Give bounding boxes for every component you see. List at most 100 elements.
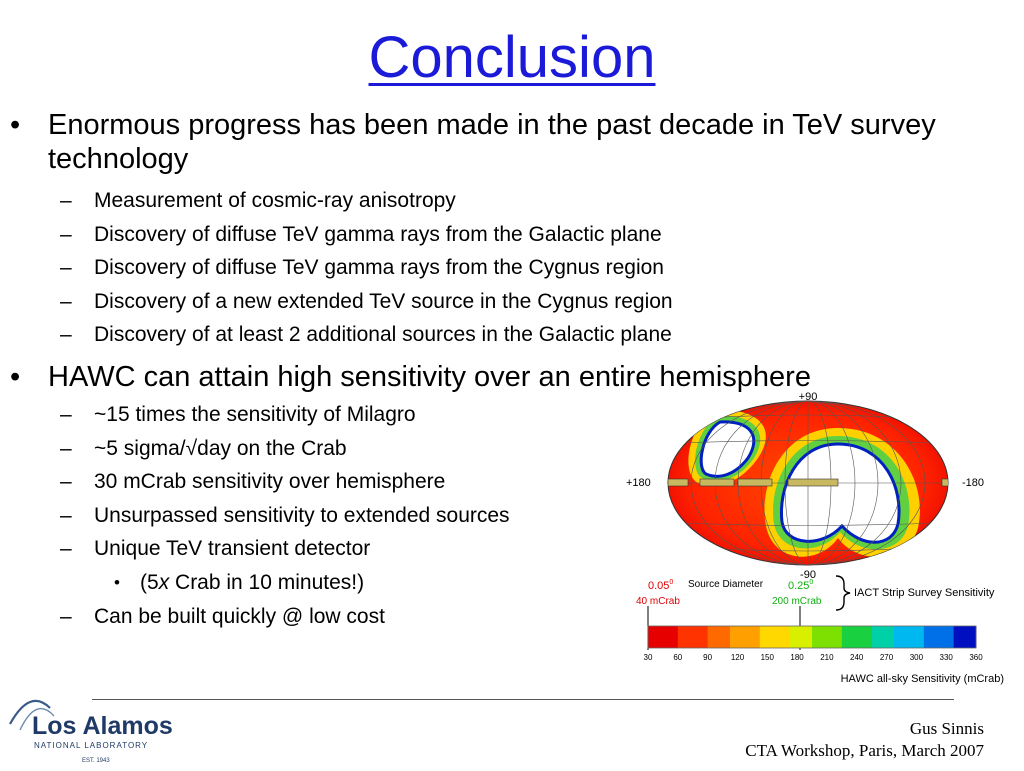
colorbar-segment	[797, 626, 806, 648]
hawc-region	[779, 442, 901, 544]
colorbar-tick-label: 180	[790, 653, 804, 662]
colorbar-segment	[916, 626, 925, 648]
colorbar-segment	[931, 626, 940, 648]
dash-glyph: –	[60, 290, 72, 313]
colorbar-tick-label: 120	[731, 653, 745, 662]
colorbar-segment	[968, 626, 977, 648]
colorbar-tick-label: 30	[644, 653, 653, 662]
sub-bullet: – Measurement of cosmic-ray anisotropy	[60, 188, 456, 214]
legend-right-flux: 200 mCrab	[772, 596, 822, 607]
colorbar-segment	[826, 626, 835, 648]
legend-brace	[835, 575, 851, 611]
hawc-region-2	[699, 420, 756, 478]
colorbar-tick-label: 330	[940, 653, 954, 662]
colorbar-segment	[648, 626, 656, 648]
sensitivity-figure-svg: +90 -90 +180 -180 0.050 40 mCrab Source …	[626, 391, 1004, 685]
colorbar-segment	[938, 626, 947, 648]
footer-credit: Gus Sinnis CTA Workshop, Paris, March 20…	[745, 718, 984, 762]
colorbar-segment	[737, 626, 746, 648]
colorbar-segment	[961, 626, 970, 648]
dash-glyph: –	[60, 470, 72, 493]
colorbar-tick-label: 210	[820, 653, 834, 662]
slide-title: Conclusion	[368, 25, 656, 90]
map-label-bottom: -90	[800, 569, 816, 581]
sub-sub-suffix: Crab in 10 minutes!)	[169, 571, 365, 594]
footer-divider	[92, 699, 954, 700]
dash-glyph: –	[60, 437, 72, 460]
sub-bullet: – Discovery of diffuse TeV gamma rays fro…	[60, 255, 664, 281]
colorbar-segment	[692, 626, 701, 648]
colorbar-segment	[879, 626, 888, 648]
sub-bullet: – Can be built quickly @ low cost	[60, 604, 385, 630]
colorbar-tick-label: 240	[850, 653, 864, 662]
colorbar-segment	[655, 626, 664, 648]
sub-bullet-text: Measurement of cosmic-ray anisotropy	[94, 189, 456, 212]
credit-event: CTA Workshop, Paris, March 2007	[745, 741, 984, 760]
colorbar-segment	[670, 626, 679, 648]
sensitivity-figure: +90 -90 +180 -180 0.050 40 mCrab Source …	[608, 388, 1020, 688]
sub-bullet: – ~15 times the sensitivity of Milagro	[60, 402, 416, 428]
colorbar-segment	[908, 626, 917, 648]
legend-left-value: 0.050	[648, 579, 673, 592]
sub-bullet-text: ~15 times the sensitivity of Milagro	[94, 403, 416, 426]
sub-bullet: – Discovery of at least 2 additional sour…	[60, 322, 672, 348]
map-label-top: +90	[799, 391, 818, 403]
sub-sub-italic: x	[158, 571, 170, 594]
colorbar-segment	[841, 626, 850, 648]
sub-bullet-text: Discovery of a new extended TeV source i…	[94, 290, 673, 313]
credit-name: Gus Sinnis	[909, 719, 984, 738]
colorbar-segment	[923, 626, 932, 648]
sub-bullet-text: Unsurpassed sensitivity to extended sour…	[94, 504, 510, 527]
bullet-2: • HAWC can attain high sensitivity over …	[10, 360, 948, 394]
logo-sub-text: NATIONAL LABORATORY	[34, 741, 148, 750]
colorbar-segment	[834, 626, 843, 648]
sky-map: +90 -90 +180 -180	[626, 391, 984, 581]
sub-sub-prefix: (5	[140, 571, 159, 594]
dash-glyph: –	[60, 323, 72, 346]
colorbar-segment	[953, 626, 962, 648]
colorbar-segment	[722, 626, 731, 648]
colorbar-segment	[789, 626, 798, 648]
sub-bullet-text: Discovery of diffuse TeV gamma rays from…	[94, 256, 664, 279]
colorbar-tick-label: 300	[910, 653, 924, 662]
dash-glyph: –	[60, 537, 72, 560]
bullet-2-text: HAWC can attain high sensitivity over an…	[48, 361, 811, 393]
colorbar-segment	[730, 626, 738, 648]
dash-glyph: –	[60, 189, 72, 212]
bullet-glyph: •	[10, 109, 21, 141]
colorbar-segment	[707, 626, 716, 648]
legend-middle-label: Source Diameter	[688, 579, 764, 590]
colorbar-segment	[804, 626, 813, 648]
sky-map-overlay	[668, 401, 948, 565]
colorbar-segment	[744, 626, 753, 648]
colorbar-segment	[662, 626, 671, 648]
bullet-1-text: Enormous progress has been made in the p…	[48, 109, 936, 175]
legend: 0.050 40 mCrab Source Diameter 0.250 200…	[636, 575, 995, 650]
colorbar-segment	[849, 626, 858, 648]
colorbar-segment	[864, 626, 873, 648]
colorbar-tick-label: 270	[880, 653, 894, 662]
colorbar-segment	[715, 626, 724, 648]
dash-glyph: –	[60, 223, 72, 246]
bullet-glyph: •	[10, 361, 21, 393]
bullet-1: • Enormous progress has been made in the…	[10, 108, 948, 176]
sub-bullet-text: Discovery of at least 2 additional sourc…	[94, 323, 672, 346]
survey-strip	[668, 478, 948, 487]
colorbar-tick-label: 90	[703, 653, 712, 662]
sub-bullet-text: Can be built quickly @ low cost	[94, 605, 385, 628]
logo-svg: Los Alamos NATIONAL LABORATORY EST. 1943	[9, 699, 173, 764]
logo-est-text: EST. 1943	[82, 758, 110, 764]
dash-glyph: –	[60, 504, 72, 527]
map-label-left: +180	[626, 477, 651, 489]
colorbar-title: HAWC all-sky Sensitivity (mCrab)	[841, 673, 1004, 685]
colorbar-segment	[767, 626, 776, 648]
colorbar: 30 60 90 120 150 180 210 240 270 300 330 360	[644, 625, 983, 662]
sub-bullet: – Discovery of a new extended TeV source …	[60, 289, 673, 315]
colorbar-segment	[774, 626, 783, 648]
colorbar-segment	[946, 626, 955, 648]
colorbar-segment	[782, 626, 791, 648]
sub-sub-bullet-glyph: •	[114, 573, 120, 592]
colorbar-segment	[894, 626, 902, 648]
colorbar-segment	[700, 626, 709, 648]
dash-glyph: –	[60, 403, 72, 426]
